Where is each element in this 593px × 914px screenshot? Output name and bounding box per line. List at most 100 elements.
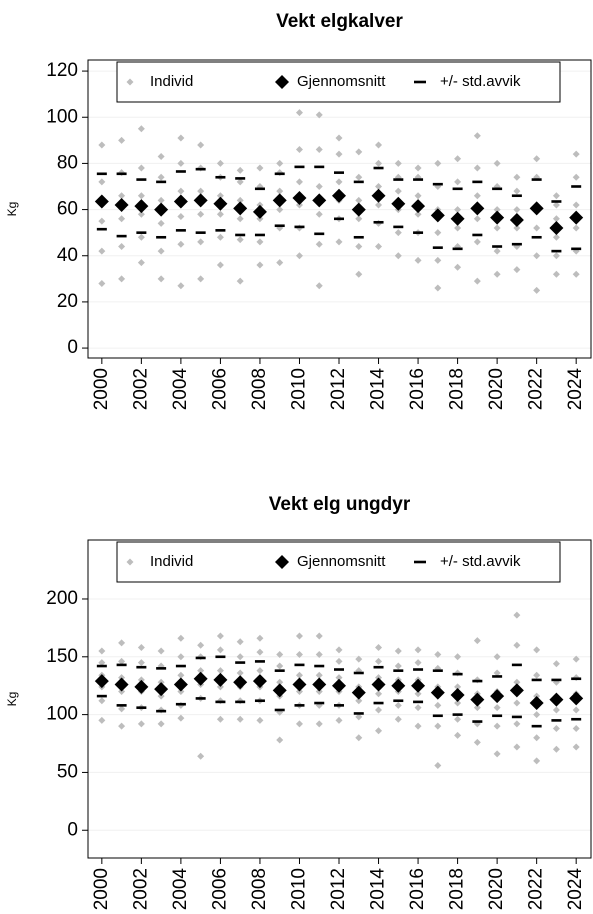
individual-point xyxy=(414,722,422,730)
individual-point xyxy=(256,238,264,246)
x-tick-label: 2012 xyxy=(328,368,349,410)
std-dev-mark xyxy=(531,724,542,728)
individual-point xyxy=(414,690,422,698)
individual-point xyxy=(276,736,284,744)
x-tick-label: 2002 xyxy=(130,368,151,410)
individual-point xyxy=(137,233,145,241)
individual-point xyxy=(414,646,422,654)
std-dev-mark xyxy=(235,661,246,664)
std-dev-mark xyxy=(215,700,226,704)
individual-point xyxy=(236,178,244,186)
individual-point xyxy=(236,236,244,244)
std-dev-mark xyxy=(334,704,345,707)
std-dev-mark xyxy=(452,713,463,716)
individual-point xyxy=(236,638,244,646)
std-dev-mark xyxy=(294,165,305,169)
mean-point xyxy=(154,682,169,697)
individual-point xyxy=(454,683,462,691)
individual-point xyxy=(98,217,106,225)
individual-point xyxy=(177,187,185,195)
individual-point xyxy=(572,270,580,278)
y-tick-label: 40 xyxy=(57,245,78,266)
individual-point xyxy=(276,662,284,670)
y-tick-label: 120 xyxy=(46,60,78,81)
std-dev-mark xyxy=(215,655,226,659)
individual-point xyxy=(552,270,560,278)
individual-point xyxy=(513,678,521,686)
individual-point xyxy=(552,215,560,223)
std-dev-mark xyxy=(551,200,562,203)
individual-point xyxy=(118,657,126,665)
individual-point xyxy=(375,159,383,167)
std-dev-mark xyxy=(235,177,246,180)
individual-point xyxy=(513,641,521,649)
individual-point xyxy=(572,655,580,663)
individual-point xyxy=(118,136,126,144)
individual-point xyxy=(256,716,264,724)
individual-point xyxy=(197,141,205,149)
individual-point xyxy=(98,647,106,655)
individual-point xyxy=(276,159,284,167)
individual-point xyxy=(295,109,303,117)
std-dev-mark xyxy=(413,231,424,234)
x-tick-label: 2024 xyxy=(565,368,586,411)
mean-point xyxy=(213,672,228,687)
individual-point xyxy=(295,146,303,154)
std-dev-mark xyxy=(353,180,364,184)
mean-point xyxy=(292,191,307,206)
std-dev-mark xyxy=(215,229,226,232)
mean-point xyxy=(193,193,208,208)
individual-point xyxy=(157,647,165,655)
individual-point xyxy=(533,155,541,163)
individual-point xyxy=(216,715,224,723)
individual-point xyxy=(493,722,501,730)
std-dev-mark xyxy=(373,701,384,705)
individual-point xyxy=(157,275,165,283)
individual-point xyxy=(216,646,224,654)
individual-point xyxy=(375,727,383,735)
individual-point xyxy=(473,738,481,746)
individual-point xyxy=(454,653,462,661)
individual-point xyxy=(177,134,185,142)
mean-point xyxy=(94,674,109,689)
individual-point xyxy=(394,715,402,723)
mean-point xyxy=(193,671,208,686)
individual-point xyxy=(118,705,126,713)
individual-point xyxy=(355,196,363,204)
x-tick-label: 2016 xyxy=(407,868,428,910)
mean-point xyxy=(411,199,426,214)
individual-point xyxy=(355,270,363,278)
mean-point xyxy=(252,674,267,689)
std-dev-mark xyxy=(156,235,167,239)
std-dev-mark xyxy=(571,677,582,681)
individual-point xyxy=(177,714,185,722)
individual-point xyxy=(473,277,481,285)
std-dev-mark xyxy=(136,706,147,709)
std-dev-mark xyxy=(334,668,345,671)
mean-point xyxy=(213,196,228,211)
individual-point xyxy=(533,252,541,260)
individual-point xyxy=(375,706,383,714)
individual-point xyxy=(375,141,383,149)
individual-point xyxy=(98,141,106,149)
individual-point xyxy=(355,697,363,705)
individual-point xyxy=(394,647,402,655)
individual-point xyxy=(434,650,442,658)
individual-point xyxy=(355,215,363,223)
individual-point xyxy=(315,720,323,728)
individual-point xyxy=(236,715,244,723)
individual-point xyxy=(473,637,481,645)
x-tick-label: 2006 xyxy=(209,368,230,410)
individual-point xyxy=(513,699,521,707)
std-dev-mark xyxy=(393,669,404,672)
std-dev-mark xyxy=(294,704,305,707)
individual-point xyxy=(493,704,501,712)
individual-point xyxy=(177,671,185,679)
std-dev-mark xyxy=(511,715,522,719)
individual-point xyxy=(513,611,521,619)
plot-frame xyxy=(87,59,592,359)
mean-point xyxy=(549,692,564,707)
std-dev-mark xyxy=(116,172,127,176)
std-dev-mark xyxy=(96,664,107,668)
mean-point xyxy=(569,210,584,225)
